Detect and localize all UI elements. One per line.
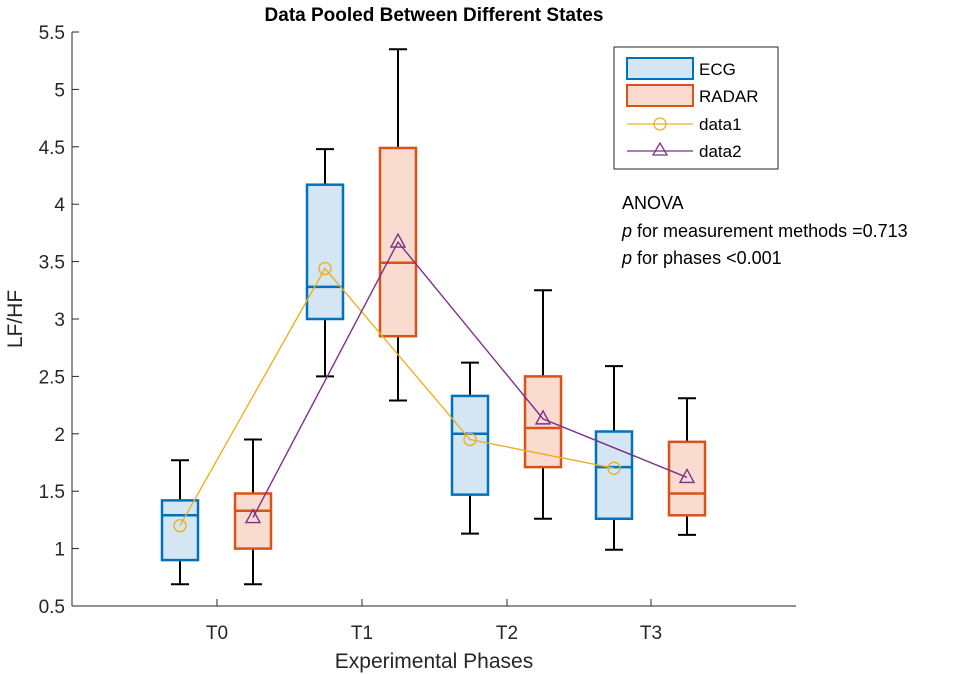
marker-data1 (607, 461, 621, 475)
y-tick-label: 1.5 (39, 482, 65, 503)
y-tick-label: 5.5 (39, 23, 65, 44)
box-ecg-t3 (594, 365, 634, 551)
box-ecg-t1 (305, 148, 345, 378)
box-plots (160, 48, 707, 586)
anova-annotation: ANOVA p for measurement methods =0.713 p… (621, 193, 908, 268)
series-lines (173, 232, 696, 533)
legend-label-data2: data2 (699, 142, 742, 161)
x-tick-label: T0 (206, 623, 228, 644)
marker-data1 (173, 518, 187, 533)
y-ticks: 0.5 1 1.5 2 2.5 3 3.5 4 4.5 5 5.5 (39, 23, 79, 618)
box-ecg-t0 (160, 459, 200, 586)
marker-data2 (244, 508, 262, 524)
x-ticks: T0 T1 T2 T3 (206, 599, 662, 644)
box-body (233, 492, 273, 550)
y-tick-label: 2.5 (39, 367, 65, 388)
legend-swatch-ecg (626, 57, 694, 80)
box-radar-t0 (233, 438, 273, 586)
anova-phases-line: p for phases <0.001 (621, 248, 782, 268)
y-tick-label: 3 (54, 310, 65, 331)
x-tick-label: T3 (640, 623, 662, 644)
anova-methods-text: for measurement methods =0.713 (632, 221, 908, 241)
y-tick-label: 4 (54, 195, 65, 216)
box-body (594, 430, 634, 521)
chart-title: Data Pooled Between Different States (265, 5, 604, 26)
y-tick-label: 0.5 (39, 597, 65, 618)
box-body (160, 499, 200, 562)
marker-data2 (678, 467, 696, 484)
y-axis-label: LF/HF (4, 290, 27, 348)
box-body (378, 146, 418, 338)
box-radar-t3 (667, 397, 707, 536)
line-data2 (252, 240, 688, 518)
anova-phases-p: p (621, 248, 632, 268)
y-tick-label: 2 (54, 425, 65, 446)
anova-phases-text: for phases <0.001 (632, 248, 782, 268)
marker-data2 (389, 232, 407, 248)
y-tick-label: 4.5 (39, 138, 65, 159)
legend-label-ecg: ECG (699, 60, 736, 79)
box-radar-t1 (378, 48, 418, 402)
y-tick-label: 1 (54, 540, 65, 561)
box-body (667, 440, 707, 517)
legend-swatch-radar (626, 84, 694, 107)
legend-label-data1: data1 (699, 115, 742, 134)
box-body (305, 183, 345, 321)
legend-marker-data2 (651, 141, 669, 156)
anova-methods-p: p (621, 221, 632, 241)
marker-data1 (318, 261, 332, 276)
legend-marker-data1 (653, 117, 667, 131)
y-tick-label: 3.5 (39, 253, 65, 274)
marker-data1 (463, 432, 477, 447)
x-tick-label: T1 (351, 623, 373, 644)
anova-title: ANOVA (622, 193, 684, 213)
legend-label-radar: RADAR (699, 87, 759, 106)
y-tick-label: 5 (54, 80, 65, 101)
box-ecg-t2 (450, 361, 490, 535)
legend: ECG RADAR data1 data2 (613, 46, 779, 170)
x-axis-label: Experimental Phases (335, 650, 533, 673)
line-data1 (179, 267, 615, 526)
x-tick-label: T2 (496, 623, 518, 644)
anova-methods-line: p for measurement methods =0.713 (621, 221, 908, 241)
marker-data2 (534, 409, 552, 425)
